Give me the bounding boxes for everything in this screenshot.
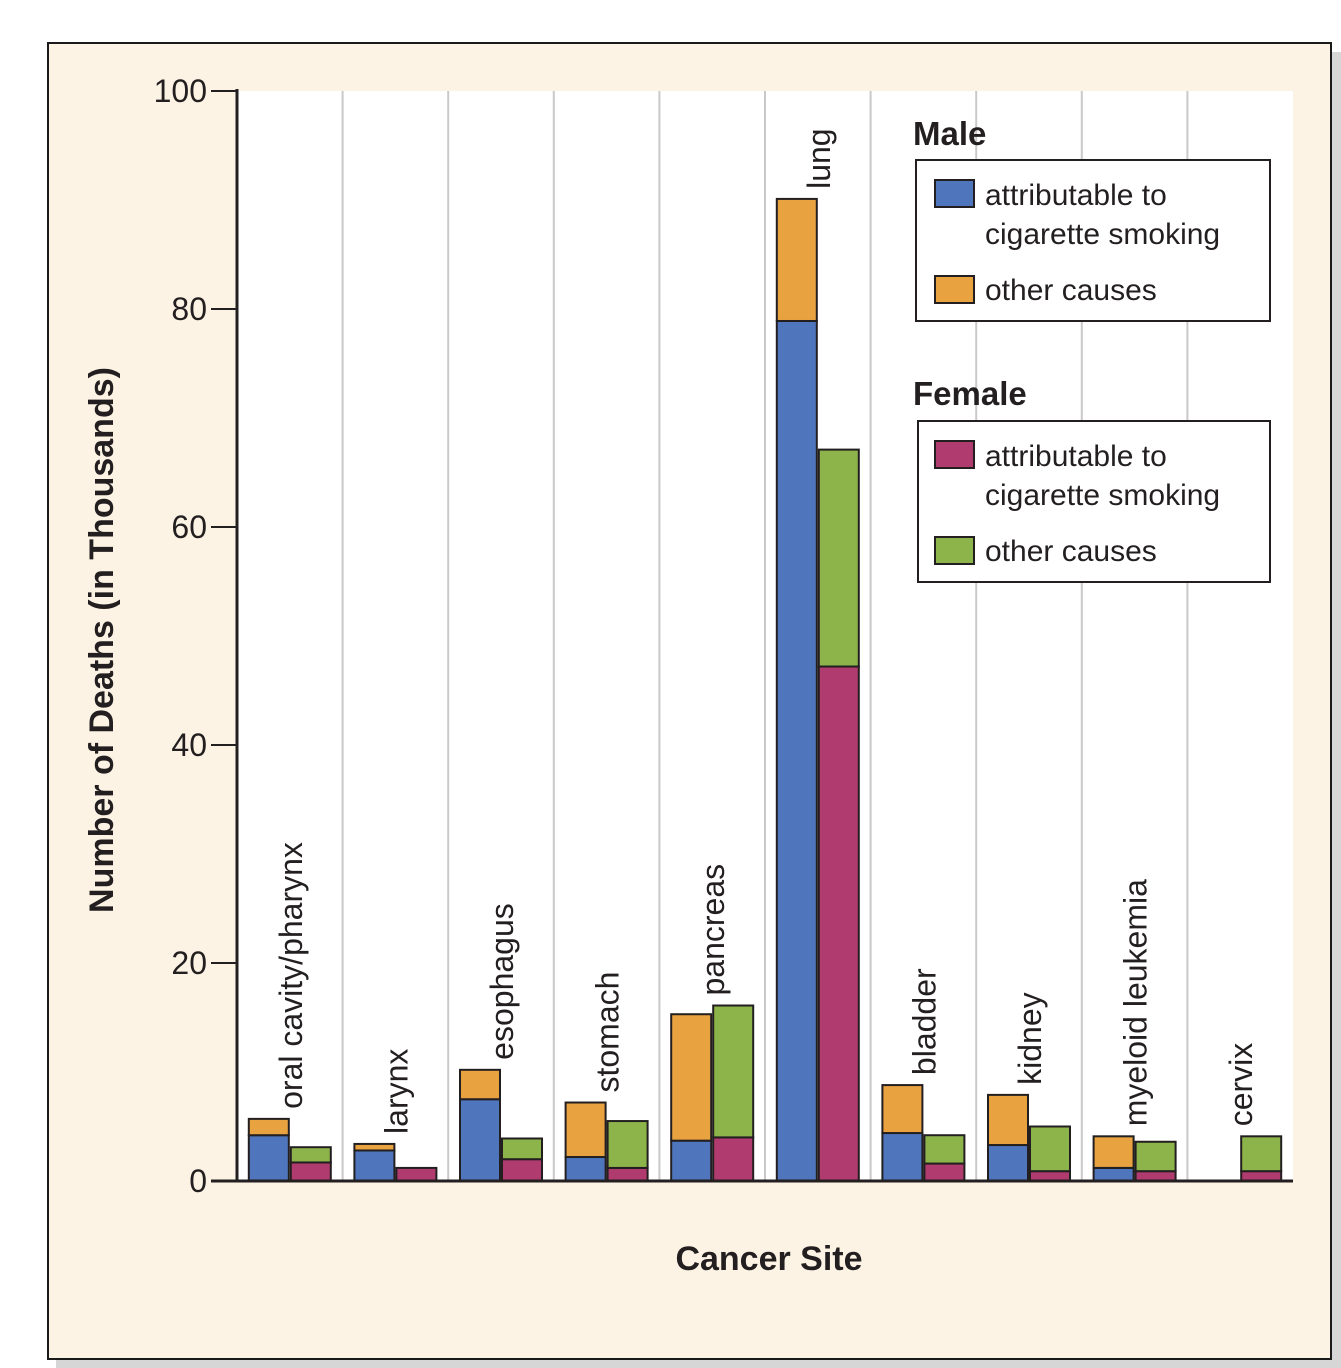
bar-male-smoking-2 [459, 1098, 501, 1182]
bar-male-other-3 [564, 1101, 607, 1159]
legend-label-female-smoking-1: attributable to [985, 440, 1167, 473]
bar-male-other-7 [987, 1093, 1029, 1147]
category-label-8: myeloid leukemia [1118, 879, 1154, 1126]
category-label-3: stomach [590, 972, 626, 1093]
bar-male-smoking-1 [353, 1149, 396, 1182]
bar-male-other-5 [775, 197, 818, 322]
legend-swatch-male-other [934, 275, 975, 304]
category-label-1: larynx [378, 1049, 414, 1134]
bar-female-smoking-6 [923, 1162, 966, 1183]
category-label-9: cervix [1223, 1043, 1259, 1127]
y-tick-label-0: 0 [189, 1163, 207, 1199]
bar-male-smoking-7 [987, 1144, 1029, 1183]
bar-female-smoking-3 [606, 1166, 649, 1183]
legend-label-female-other: other causes [985, 535, 1157, 568]
bar-female-other-3 [606, 1120, 649, 1169]
bar-female-smoking-0 [289, 1161, 332, 1182]
bar-female-other-5 [817, 448, 860, 668]
bar-male-other-4 [670, 1013, 713, 1142]
y-tick-label-20: 20 [171, 945, 207, 981]
y-axis-label: Number of Deaths (in Thousands) [83, 367, 121, 913]
y-tick-label-100: 100 [154, 73, 207, 109]
bar-male-smoking-5 [775, 319, 818, 1182]
legend-label-male-smoking-1: attributable to [985, 179, 1167, 212]
bar-male-other-8 [1092, 1135, 1135, 1169]
bar-female-smoking-4 [712, 1136, 755, 1183]
bar-female-other-7 [1029, 1125, 1071, 1173]
bar-male-other-6 [881, 1084, 924, 1135]
bar-female-smoking-5 [817, 665, 860, 1182]
legend-female-box [917, 420, 1271, 583]
x-axis-label: Cancer Site [675, 1240, 862, 1278]
category-label-4: pancreas [695, 864, 731, 996]
category-label-5: lung [801, 128, 837, 189]
category-label-7: kidney [1012, 992, 1048, 1085]
legend: Male attributable to cigarette smoking o… [913, 115, 1271, 583]
bar-male-smoking-3 [564, 1156, 607, 1183]
legend-swatch-female-other [934, 536, 975, 565]
bar-male-smoking-4 [670, 1139, 713, 1183]
legend-female-title: Female [913, 375, 1027, 412]
bar-female-other-2 [501, 1137, 543, 1161]
bar-female-other-6 [923, 1134, 966, 1165]
legend-label-female-smoking-2: cigarette smoking [985, 479, 1220, 512]
category-labels: oral cavity/pharynx larynx esophagus stomac… [273, 128, 1259, 1134]
bar-male-other-2 [459, 1068, 501, 1101]
bar-female-other-8 [1134, 1140, 1177, 1173]
category-label-0: oral cavity/pharynx [273, 842, 309, 1109]
bar-female-smoking-1 [395, 1166, 438, 1183]
bar-female-smoking-2 [501, 1158, 543, 1182]
category-label-6: bladder [906, 968, 942, 1075]
bars [247, 197, 1283, 1183]
bar-male-other-1 [353, 1142, 396, 1152]
bar-male-smoking-6 [881, 1132, 924, 1183]
legend-label-male-smoking-2: cigarette smoking [985, 218, 1220, 251]
legend-label-male-other: other causes [985, 274, 1157, 307]
category-label-2: esophagus [484, 903, 520, 1060]
bar-male-smoking-8 [1092, 1166, 1135, 1183]
legend-swatch-male-smoking [934, 179, 975, 208]
y-tick-label-40: 40 [171, 727, 207, 763]
y-tick-label-60: 60 [171, 509, 207, 545]
bar-female-other-4 [712, 1004, 755, 1139]
legend-male-title: Male [913, 115, 986, 152]
bar-male-smoking-0 [247, 1134, 290, 1182]
axes: 0 20 40 60 80 100 [154, 73, 1293, 1199]
bar-female-other-9 [1240, 1135, 1283, 1173]
legend-swatch-female-smoking [934, 440, 975, 469]
y-tick-label-80: 80 [171, 291, 207, 327]
bar-female-other-0 [289, 1146, 332, 1164]
bar-male-other-0 [247, 1117, 290, 1137]
